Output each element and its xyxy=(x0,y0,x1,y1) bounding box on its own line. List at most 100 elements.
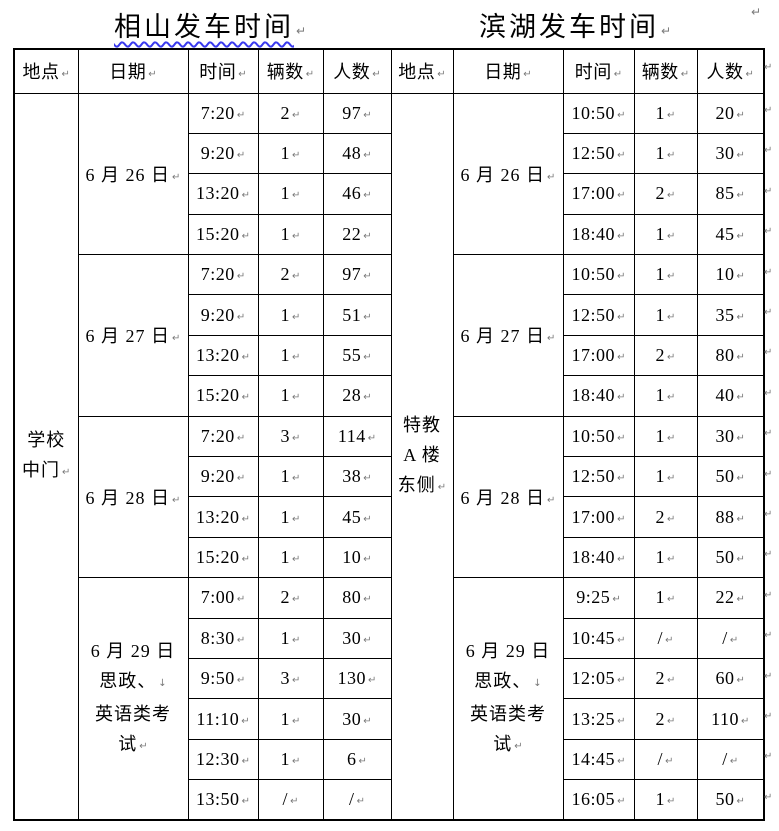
time-cell: 9:20 ↵ xyxy=(187,294,259,336)
vehicles-cell: 1 ↵ xyxy=(633,294,698,336)
pilcrow-icon: ↵ xyxy=(617,392,626,404)
pilcrow-icon: ↵ xyxy=(172,333,181,345)
time-cell: 9:20 ↵ xyxy=(187,456,259,498)
pilcrow-icon: ↵ xyxy=(292,352,301,364)
vehicles-cell: 1 ↵ xyxy=(633,779,698,821)
vehicles-cell: 2 ↵ xyxy=(257,92,324,134)
time-cell: 7:20 ↵ xyxy=(187,92,259,134)
pilcrow-icon: ↵ xyxy=(236,594,246,606)
people-cell: 48 ↵ xyxy=(322,132,392,175)
people-cell: / ↵ xyxy=(696,617,765,659)
pilcrow-icon: ↵ xyxy=(363,473,372,485)
table-row: 11:10 ↵ 1 ↵ 30 ↵ 13:25 ↵ 2 ↵ 110 ↵ xyxy=(14,698,765,740)
people-cell: 30 ↵ xyxy=(696,132,765,175)
time-cell: 9:50 ↵ xyxy=(187,657,259,700)
pilcrow-icon: ↵ xyxy=(667,392,676,404)
row-end-mark-icon: ↵ xyxy=(764,549,773,560)
pilcrow-icon: ↵ xyxy=(356,796,365,808)
row-end-mark-icon: ↵ xyxy=(764,469,773,480)
people-cell: 51 ↵ xyxy=(322,294,392,336)
vehicles-cell: 3 ↵ xyxy=(257,657,324,700)
header-cell-time-right: 时间 ↵ xyxy=(562,48,635,94)
pilcrow-icon: ↵ xyxy=(241,513,250,525)
vehicles-cell: / ↵ xyxy=(633,617,698,659)
pilcrow-icon: ↵ xyxy=(292,271,301,283)
pilcrow-icon: ↵ xyxy=(238,69,247,81)
time-cell: 17:00 ↵ xyxy=(562,496,635,538)
pilcrow-icon: ↵ xyxy=(617,675,626,687)
pilcrow-icon: ↵ xyxy=(617,796,626,808)
date-cell-right-0: 6 月 26 日 ↵ xyxy=(452,92,564,256)
vehicles-cell: 2 ↵ xyxy=(633,657,698,700)
pilcrow-icon: ↵ xyxy=(172,171,181,183)
vehicles-cell: 1 ↵ xyxy=(633,92,698,134)
people-cell: 97 ↵ xyxy=(322,254,392,296)
pilcrow-icon: ↵ xyxy=(292,675,301,687)
pilcrow-icon: ↵ xyxy=(236,473,246,485)
pilcrow-icon: ↵ xyxy=(736,190,745,202)
pilcrow-icon: ↵ xyxy=(617,755,626,767)
vehicles-cell: 1 ↵ xyxy=(257,173,324,215)
page-title-right: 滨湖发车时间 ↵ xyxy=(479,5,671,44)
pilcrow-icon: ↵ xyxy=(139,740,148,752)
vehicles-cell: 1 ↵ xyxy=(257,375,324,417)
row-end-mark-icon: ↵ xyxy=(764,307,773,318)
vehicles-cell: 2 ↵ xyxy=(633,698,698,740)
pilcrow-icon: ↵ xyxy=(241,715,250,727)
pilcrow-icon: ↵ xyxy=(292,392,301,404)
people-cell: 88 ↵ xyxy=(696,496,765,538)
pilcrow-icon: ↵ xyxy=(236,311,246,323)
header-cell-vehicles-right: 辆数 ↵ xyxy=(633,48,698,94)
people-cell: 85 ↵ xyxy=(696,173,765,215)
pilcrow-icon: ↵ xyxy=(736,473,745,485)
title-left-text: 相山发车时间 xyxy=(114,12,294,42)
people-cell: / ↵ xyxy=(696,738,765,781)
vehicles-cell: 1 ↵ xyxy=(257,213,324,256)
people-cell: 114 ↵ xyxy=(322,415,392,458)
row-end-mark-icon: ↵ xyxy=(764,792,773,803)
row-end-mark-icon: ↵ xyxy=(764,630,773,641)
row-end-mark-icon: ↵ xyxy=(764,590,773,601)
vehicles-cell: 2 ↵ xyxy=(257,254,324,296)
row-end-mark-icon: ↵ xyxy=(764,671,773,682)
pilcrow-icon: ↵ xyxy=(667,352,676,364)
pilcrow-icon: ↵ xyxy=(667,150,676,162)
table-row: 6 月 28 日 ↵ 7:20 ↵ 3 ↵ 114 ↵ 6 月 28 日 ↵ 10:50 ↵… xyxy=(14,415,765,579)
time-cell: 18:40 ↵ xyxy=(562,375,635,417)
pilcrow-icon: ↵ xyxy=(736,553,745,565)
header-cell-location-right: 地点 ↵ xyxy=(390,48,454,94)
pilcrow-icon: ↵ xyxy=(292,553,301,565)
pilcrow-icon: ↵ xyxy=(617,553,626,565)
vehicles-cell: 3 ↵ xyxy=(257,415,324,458)
pilcrow-icon: ↵ xyxy=(292,432,301,444)
date-cell-left-0: 6 月 26 日 ↵ xyxy=(77,92,189,256)
vehicles-cell: 1 ↵ xyxy=(257,456,324,498)
time-cell: 15:20 ↵ xyxy=(187,375,259,417)
people-cell: 6 ↵ xyxy=(322,738,392,781)
people-cell: 10 ↵ xyxy=(322,536,392,579)
pilcrow-icon: ↵ xyxy=(363,513,372,525)
pilcrow-icon: ↵ xyxy=(736,109,745,121)
people-cell: 30 ↵ xyxy=(696,415,765,458)
pilcrow-icon: ↵ xyxy=(292,109,301,121)
pilcrow-icon: ↵ xyxy=(437,481,447,493)
time-cell: 13:50 ↵ xyxy=(187,779,259,821)
time-cell: 9:20 ↵ xyxy=(187,132,259,175)
pilcrow-icon: ↵ xyxy=(617,513,626,525)
pilcrow-icon: ↵ xyxy=(736,311,745,323)
pilcrow-icon: ↵ xyxy=(613,69,623,81)
vehicles-cell: 2 ↵ xyxy=(633,496,698,538)
people-cell: 50 ↵ xyxy=(696,536,765,579)
time-cell: 12:05 ↵ xyxy=(562,657,635,700)
pilcrow-icon: ↵ xyxy=(667,513,676,525)
pilcrow-icon: ↵ xyxy=(736,432,745,444)
time-cell: 15:20 ↵ xyxy=(187,213,259,256)
pilcrow-icon: ↵ xyxy=(667,311,676,323)
pilcrow-icon: ↵ xyxy=(363,553,372,565)
vehicles-cell: 1 ↵ xyxy=(633,132,698,175)
time-cell: 10:45 ↵ xyxy=(562,617,635,659)
pilcrow-icon: ↵ xyxy=(736,594,745,606)
table-row: 15:20 ↵ 1 ↵ 22 ↵ 18:40 ↵ 1 ↵ 45 ↵ xyxy=(14,213,765,256)
pilcrow-icon: ↵ xyxy=(292,513,301,525)
pilcrow-icon: ↵ xyxy=(241,352,250,364)
